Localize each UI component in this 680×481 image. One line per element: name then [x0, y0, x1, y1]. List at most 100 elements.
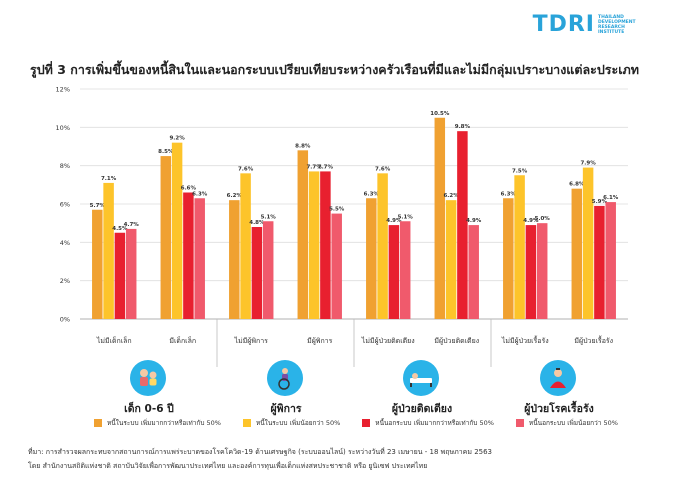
chart-legend: หนี้ในระบบ เพิ่มมากกว่าหรือเท่ากับ 50% ห…	[94, 418, 640, 428]
data-label: 5.1%	[398, 214, 414, 220]
legend-label: หนี้นอกระบบ เพิ่มน้อยกว่า 50%	[528, 419, 618, 427]
footnote-credit: โดย สำนักงานสถิติแห่งชาติ สถาบันวิจัยเพื…	[28, 462, 428, 470]
data-label: 5.5%	[329, 207, 345, 213]
footnote-source: ที่มา: การสำรวจผลกระทบจากสถานการณ์การแพร…	[28, 448, 493, 456]
bar	[320, 171, 331, 319]
data-label: 6.6%	[181, 186, 197, 192]
bar	[251, 227, 263, 319]
data-label: 7.7%	[318, 164, 334, 170]
group-label-chronic: ผู้ป่วยโรคเรื้อรัง	[524, 403, 594, 415]
group-label-bedridden: ผู้ป่วยติดเตียง	[391, 403, 453, 415]
bar	[194, 198, 205, 319]
legend-item: หนี้นอกระบบ เพิ่มมากกว่าหรือเท่ากับ 50%	[362, 418, 494, 428]
bar	[262, 221, 274, 319]
bar	[240, 173, 251, 319]
bar	[457, 131, 468, 319]
x-tick-label: มีผู้พิการ	[307, 337, 332, 345]
data-label: 6.3%	[192, 191, 208, 197]
bar	[503, 198, 514, 319]
data-label: 5.0%	[535, 216, 551, 222]
bar	[377, 173, 388, 319]
patient-icon	[540, 360, 576, 396]
data-label: 5.1%	[261, 214, 277, 220]
y-tick-label: 2%	[60, 277, 70, 285]
data-label: 4.7%	[124, 222, 140, 228]
x-tick-label: ไม่มีผู้พิการ	[234, 336, 269, 345]
bar	[114, 232, 126, 319]
data-label: 7.6%	[238, 166, 254, 172]
bar	[171, 142, 183, 319]
data-label: 5.7%	[90, 203, 106, 209]
bar	[388, 225, 400, 319]
legend-item: หนี้ในระบบ เพิ่มน้อยกว่า 50%	[242, 418, 341, 428]
bar	[399, 221, 411, 319]
y-tick-label: 12%	[56, 86, 70, 94]
bed-icon	[403, 360, 439, 396]
group-label-disabled: ผู้พิการ	[270, 403, 302, 415]
data-label: 6.2%	[227, 193, 243, 199]
x-tick-label: ไม่มีผู้ป่วยเรื้อรัง	[501, 334, 549, 345]
data-label: 4.9%	[523, 218, 539, 224]
bar	[103, 182, 114, 319]
legend-label: หนี้นอกระบบ เพิ่มมากกว่าหรือเท่ากับ 50%	[375, 419, 494, 427]
bar	[434, 117, 446, 319]
tdri-logo: TDRI THAILAND DEVELOPMENT RESEARCH INSTI…	[533, 12, 650, 37]
x-tick-label: ไม่มีเด็กเล็ก	[96, 336, 132, 345]
y-tick-label: 10%	[56, 124, 70, 132]
data-label: 9.2%	[169, 136, 185, 142]
data-label: 10.5%	[430, 111, 450, 117]
bar	[445, 200, 457, 319]
bar	[571, 188, 583, 319]
data-label: 6.1%	[603, 195, 619, 201]
child-icon	[130, 360, 166, 396]
figure-title: รูปที่ 3 การเพิ่มขึ้นของหนี้สินในและนอกร…	[30, 60, 639, 80]
y-tick-label: 8%	[60, 162, 70, 170]
bar	[536, 223, 548, 319]
bar	[297, 150, 309, 319]
legend-item: หนี้ในระบบ เพิ่มมากกว่าหรือเท่ากับ 50%	[94, 418, 221, 428]
data-label: 8.8%	[295, 143, 311, 149]
x-tick-label: มีผู้ป่วยติดเตียง	[434, 337, 479, 345]
data-label: 7.7%	[306, 164, 322, 170]
bar	[525, 225, 537, 319]
y-tick-label: 0%	[60, 316, 70, 324]
bar	[582, 167, 594, 319]
bar	[92, 209, 103, 319]
data-label: 6.8%	[569, 182, 585, 188]
data-label: 7.5%	[512, 168, 528, 174]
data-label: 6.3%	[501, 191, 517, 197]
data-label: 4.9%	[466, 218, 482, 224]
data-label: 4.9%	[386, 218, 402, 224]
legend-swatch	[242, 419, 251, 427]
bar	[468, 225, 479, 319]
y-tick-label: 6%	[60, 201, 70, 209]
legend-swatch	[362, 419, 371, 427]
data-label: 9.8%	[455, 124, 471, 130]
data-label: 4.8%	[249, 220, 265, 226]
group-label-children: เด็ก 0-6 ปี	[124, 403, 174, 415]
figure-title-text: การเพิ่มขึ้นของหนี้สินในและนอกระบบเปรียบ…	[65, 62, 639, 77]
logo-mark: TDRI	[532, 12, 595, 37]
data-label: 4.5%	[112, 226, 128, 232]
bar	[605, 202, 616, 319]
data-label: 5.9%	[592, 199, 608, 205]
legend-label: หนี้ในระบบ เพิ่มน้อยกว่า 50%	[255, 419, 341, 427]
bar	[308, 171, 320, 319]
x-tick-label: ไม่มีผู้ป่วยติดเตียง	[361, 336, 415, 345]
data-label: 6.3%	[364, 191, 380, 197]
data-label: 6.2%	[443, 193, 459, 199]
bar	[183, 192, 194, 319]
bar	[594, 205, 605, 319]
y-tick-label: 4%	[60, 239, 70, 247]
data-label: 7.9%	[580, 161, 596, 167]
legend-label: หนี้ในระบบ เพิ่มมากกว่าหรือเท่ากับ 50%	[107, 419, 221, 427]
bar	[160, 156, 172, 319]
bar	[331, 213, 342, 319]
logo-subtitle: THAILAND DEVELOPMENT RESEARCH INSTITUTE	[598, 14, 636, 35]
legend-swatch	[515, 419, 524, 427]
legend-swatch	[94, 419, 102, 427]
data-label: 7.6%	[375, 166, 391, 172]
data-label: 7.1%	[101, 176, 117, 182]
bar	[229, 200, 240, 319]
